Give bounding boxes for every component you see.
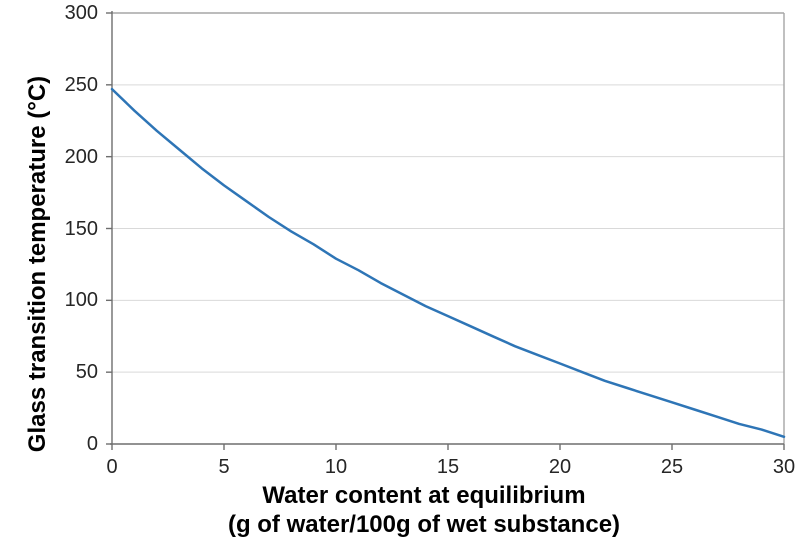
x-tick-label: 30 (772, 456, 796, 478)
tg-curve (110, 87, 786, 439)
y-tick-label: 100 (64, 289, 98, 312)
y-tick-label: 250 (64, 73, 98, 96)
x-tick-label: 0 (106, 456, 118, 478)
y-tick-label: 150 (64, 217, 98, 240)
x-tick-label: 20 (548, 456, 572, 478)
x-axis-title-line1: Water content at equilibrium (262, 482, 586, 509)
x-axis-title-line2: (g of water/100g of wet substance) (227, 511, 621, 538)
y-tick-label: 50 (75, 361, 98, 384)
x-axis-title: Water content at equilibrium (g of water… (124, 481, 724, 539)
y-tick-label: 0 (86, 433, 98, 455)
y-tick-label: 200 (64, 145, 98, 168)
x-tick-label: 15 (436, 456, 460, 478)
x-tick-label: 25 (660, 456, 684, 478)
y-tick-label: 300 (64, 2, 98, 24)
x-tick-label: 10 (324, 456, 348, 478)
x-tick-label: 5 (218, 456, 230, 478)
